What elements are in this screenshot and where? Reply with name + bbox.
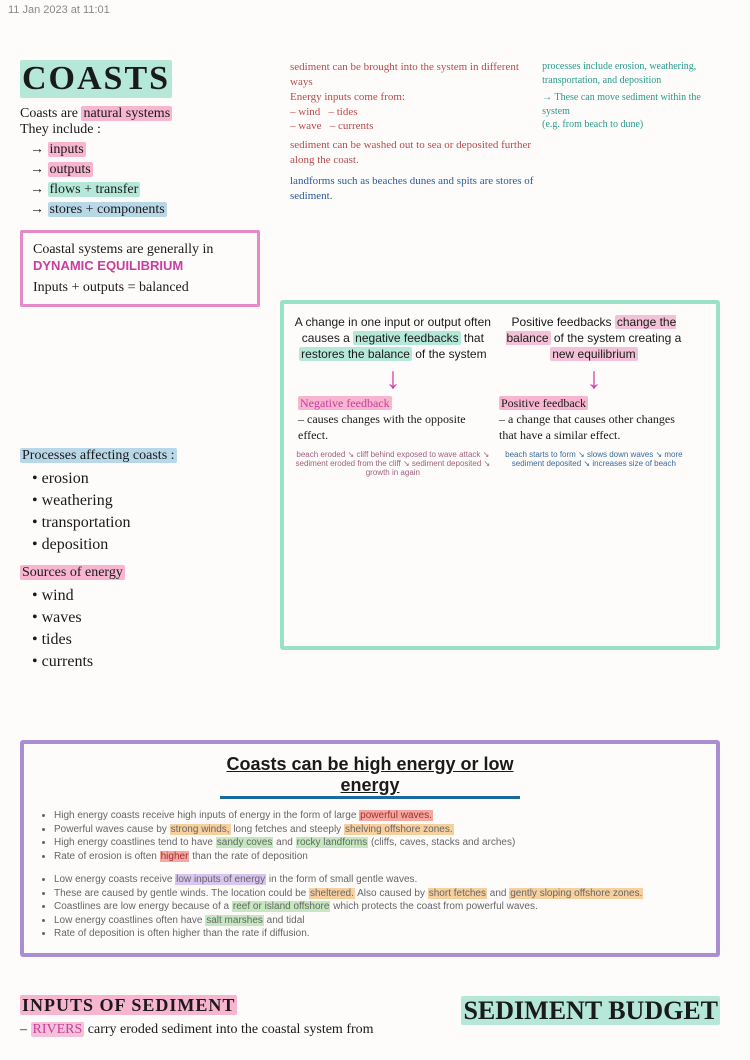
low-energy-list: Low energy coasts receive low inputs of … (38, 873, 702, 941)
intro-line: Coasts are natural systems (20, 106, 260, 122)
left-column: COASTS Coasts are natural systems They i… (20, 60, 260, 675)
feedback-box: A change in one input or output often ca… (280, 300, 720, 650)
rivers-word: RIVERS (31, 1022, 85, 1037)
neg-hl1: negative feedbacks (353, 331, 460, 345)
neg-mid: that (461, 331, 484, 345)
list-item: deposition (32, 536, 260, 554)
include-item: inputs (30, 142, 260, 158)
processes-heading: Processes affecting coasts : (20, 448, 177, 463)
list-item: Powerful waves cause by strong winds, lo… (54, 823, 702, 837)
red-note-1: sediment can be brought into the system … (290, 60, 539, 90)
list-item: Rate of deposition is often higher than … (54, 927, 702, 941)
list-item: Low energy coasts receive low inputs of … (54, 873, 702, 887)
high-energy-list: High energy coasts receive high inputs o… (38, 809, 702, 863)
page-title: COASTS (20, 60, 172, 98)
teal-note-2: → These can move sediment within the sys… (542, 91, 705, 118)
pos-body: – a change that causes other changes tha… (499, 411, 689, 443)
pos-title: Positive feedback (499, 396, 588, 410)
equilibrium-box: Coastal systems are generally in DYNAMIC… (20, 230, 260, 307)
list-item: waves (32, 609, 260, 627)
sediment-budget-heading: SEDIMENT BUDGET (461, 995, 720, 1026)
includes-list: inputs outputs flows + transfer stores + co… (30, 142, 260, 218)
list-item: Rate of erosion is often higher than the… (54, 850, 702, 864)
right-top-notes: sediment can be brought into the system … (290, 60, 720, 204)
intro-highlight: natural systems (81, 106, 172, 121)
notes-page: COASTS Coasts are natural systems They i… (0, 20, 750, 28)
rivers-rest: carry eroded sediment into the coastal s… (84, 1022, 373, 1037)
pos-top: Positive feedbacks (511, 315, 614, 329)
red-items: – wind – tides – wave – currents (290, 105, 539, 135)
pos-feedback-col: Positive feedbacks change the balance of… (495, 314, 693, 469)
list-item: transportation (32, 514, 260, 532)
energy-box: Coasts can be high energy or low energy … (20, 740, 720, 957)
pos-mid: of the system creating a (551, 331, 682, 345)
list-item: erosion (32, 470, 260, 488)
include-item: outputs (30, 162, 260, 178)
list-item: Coastlines are low energy because of a r… (54, 900, 702, 914)
down-arrow-icon: ↓ (294, 367, 492, 391)
neg-end: of the system (412, 347, 487, 361)
eq-emphasis: DYNAMIC EQUILIBRIUM (33, 258, 183, 273)
include-item: flows + transfer (30, 182, 260, 198)
list-item: weathering (32, 492, 260, 510)
list-item: wind (32, 587, 260, 605)
pos-cycle: beach starts to form ↘ slows down waves … (495, 451, 693, 469)
neg-cycle: beach eroded ↘ cliff behind exposed to w… (294, 451, 492, 477)
red-note-3: sediment can be washed out to sea or dep… (290, 138, 539, 168)
list-item: tides (32, 631, 260, 649)
neg-sub: Negative feedback – causes changes with … (294, 395, 492, 444)
neg-body: – causes changes with the opposite effec… (298, 411, 488, 443)
processes-section: Processes affecting coasts : erosion weat… (20, 447, 260, 671)
energy-heading: Sources of energy (20, 565, 125, 580)
sediment-budget-text: SEDIMENT BUDGET (461, 996, 720, 1025)
inputs-heading: INPUTS OF SEDIMENT (20, 995, 237, 1015)
red-note-2: Energy inputs come from: (290, 90, 539, 105)
list-item: High energy coasts receive high inputs o… (54, 809, 702, 823)
energy-box-heading: Coasts can be high energy or low energy (220, 754, 520, 799)
list-item: These are caused by gentle winds. The lo… (54, 887, 702, 901)
processes-list: erosion weathering transportation depositio… (32, 470, 260, 554)
they-include: They include : (20, 122, 260, 138)
include-item: stores + components (30, 202, 260, 218)
teal-notes: processes include erosion, weathering, t… (542, 60, 705, 132)
timestamp: 11 Jan 2023 at 11:01 (0, 0, 750, 20)
list-item: Low energy coastlines often have salt ma… (54, 914, 702, 928)
neg-hl2: restores the balance (299, 347, 412, 361)
red-notes: sediment can be brought into the system … (290, 60, 539, 204)
blue-note: landforms such as beaches dunes and spit… (290, 174, 539, 204)
energy-list: wind waves tides currents (32, 587, 260, 671)
pos-hl2: new equilibrium (550, 347, 637, 361)
bottom-strip: INPUTS OF SEDIMENT – RIVERS carry eroded… (20, 995, 720, 1038)
intro-text: Coasts are (20, 106, 81, 121)
eq-line1: Coastal systems are generally in (33, 242, 213, 257)
eq-line2: Inputs + outputs = balanced (33, 280, 247, 296)
teal-note-1: processes include erosion, weathering, t… (542, 60, 705, 87)
neg-title: Negative feedback (298, 396, 392, 410)
pos-sub: Positive feedback – a change that causes… (495, 395, 693, 444)
list-item: currents (32, 653, 260, 671)
teal-note-3: (e.g. from beach to dune) (542, 118, 705, 132)
neg-feedback-col: A change in one input or output often ca… (294, 314, 492, 478)
down-arrow-icon: ↓ (495, 367, 693, 391)
list-item: High energy coastlines tend to have sand… (54, 836, 702, 850)
